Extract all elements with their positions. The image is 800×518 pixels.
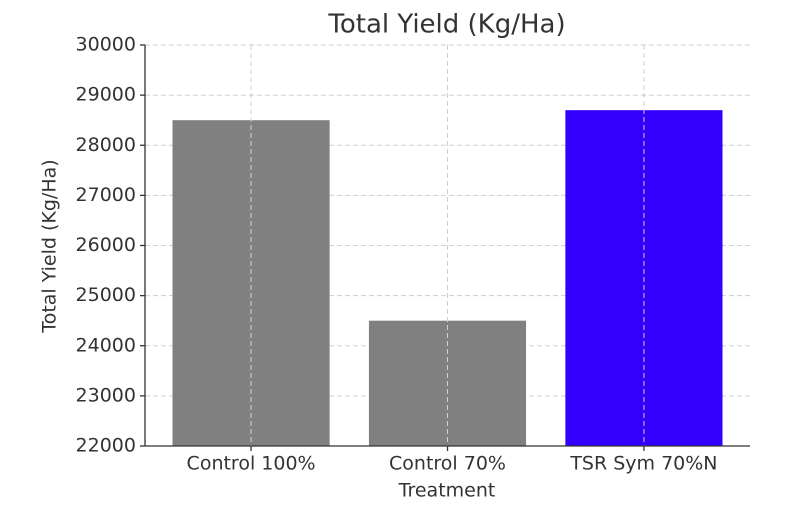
chart-title: Total Yield (Kg/Ha): [327, 10, 565, 40]
y-tick-label: 28000: [76, 134, 136, 156]
x-tick-label: TSR Sym 70%N: [569, 453, 717, 475]
y-tick-label: 30000: [76, 34, 136, 56]
y-tick-label: 23000: [76, 384, 136, 406]
y-tick-label: 26000: [76, 234, 136, 256]
x-tick-label: Control 70%: [389, 453, 506, 475]
x-axis-label: Treatment: [398, 480, 496, 502]
y-tick-label: 24000: [76, 334, 136, 356]
y-tick-label: 22000: [76, 435, 136, 457]
y-tick-label: 27000: [76, 184, 136, 206]
y-tick-label: 29000: [76, 84, 136, 106]
y-axis-label: Total Yield (Kg/Ha): [39, 159, 61, 333]
y-tick-label: 25000: [76, 284, 136, 306]
x-tick-label: Control 100%: [187, 453, 316, 475]
